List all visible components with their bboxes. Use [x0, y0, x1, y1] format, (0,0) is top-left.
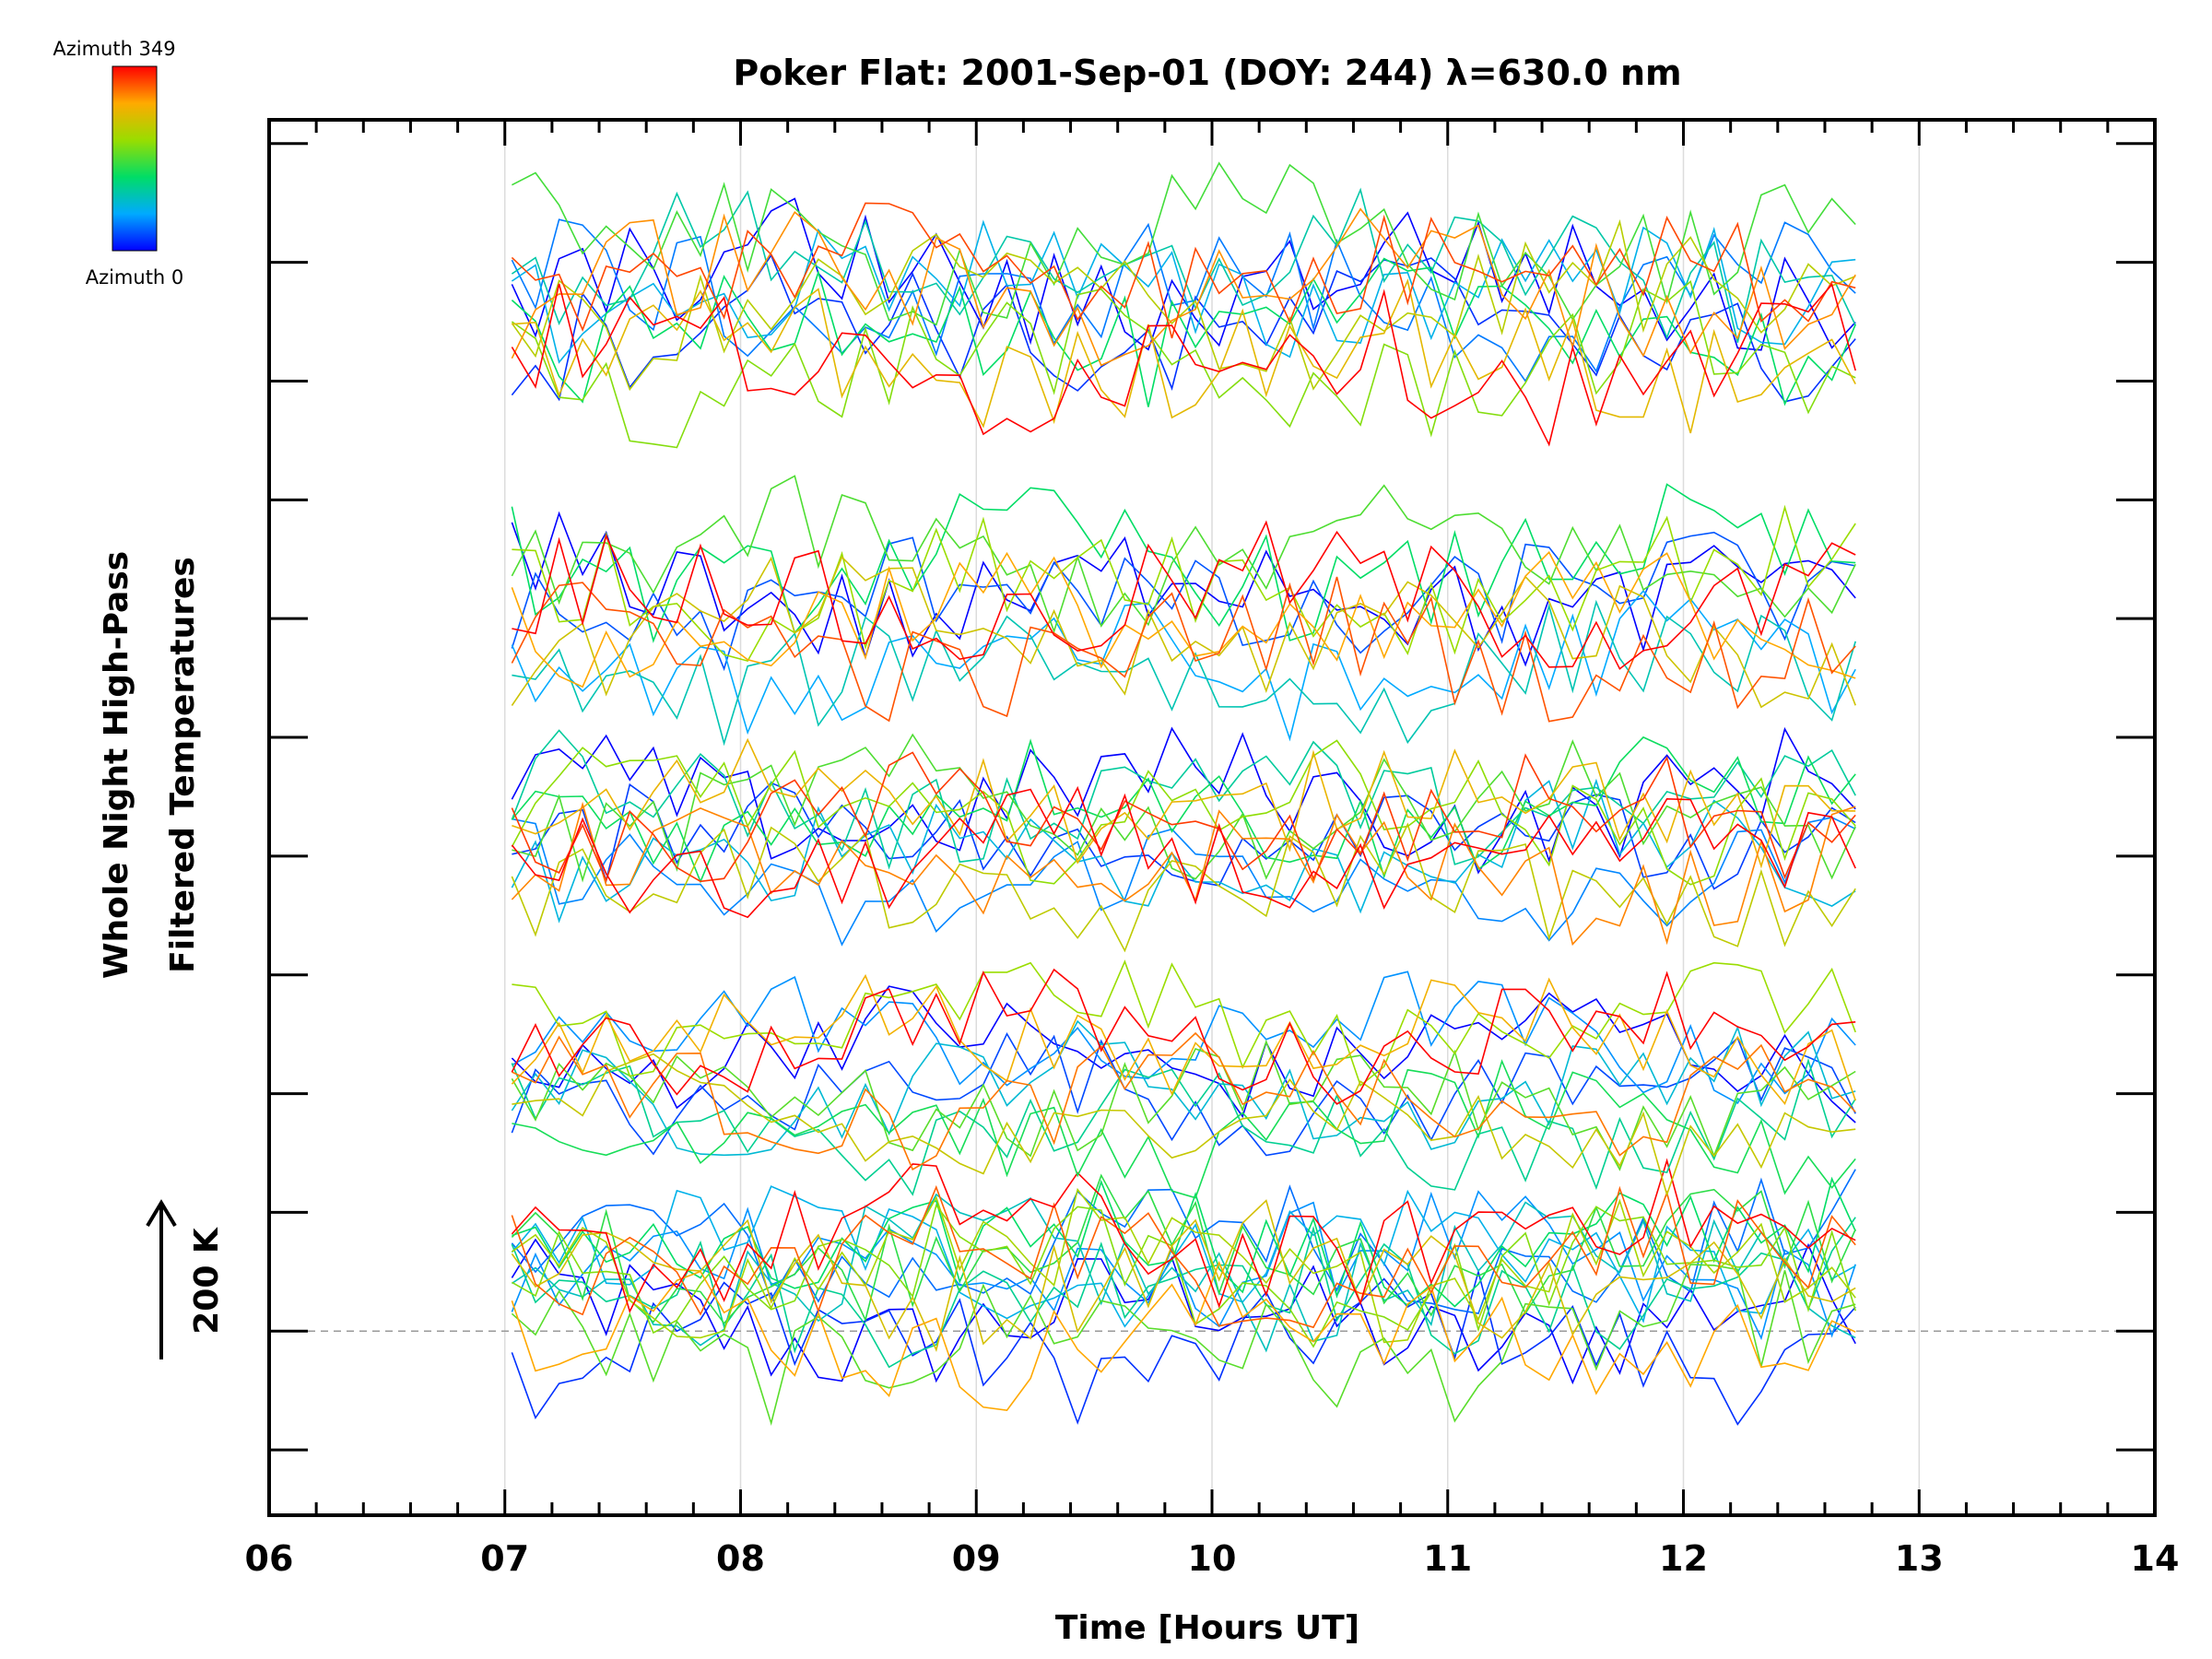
series-line-band0-az349 — [511, 1158, 1856, 1314]
series-line-band0-az280 — [511, 1260, 1856, 1412]
series-line-band0-az45 — [511, 1169, 1856, 1314]
x-tick-label: 11 — [1423, 1538, 1472, 1579]
series-line-band0-az0 — [511, 1238, 1856, 1385]
series-line-band2-az265 — [512, 737, 1856, 869]
series-line-band2-az205 — [511, 739, 1856, 886]
colorbar-gradient — [112, 65, 158, 252]
series-line-band4-az0 — [511, 197, 1856, 351]
x-tick-label: 07 — [480, 1538, 529, 1579]
series-line-band1-az270 — [511, 973, 1856, 1106]
series-line-band4-az290 — [511, 207, 1856, 367]
series-layer — [511, 161, 1856, 1427]
series-line-band4-az260 — [512, 278, 1856, 434]
series-line-band2-az349 — [511, 785, 1856, 919]
chart-title: Poker Flat: 2001-Sep-01 (DOY: 244) λ=630… — [733, 53, 1681, 93]
series-line-band2-az325 — [511, 751, 1856, 883]
series-line-band0-az310 — [511, 1184, 1856, 1329]
series-line-band3-az35 — [511, 531, 1856, 672]
series-line-band0-az80 — [511, 1185, 1856, 1328]
axis-ticks — [267, 120, 2157, 1515]
series-line-band3-az280 — [511, 550, 1856, 688]
series-line-band0-az250 — [511, 1199, 1856, 1353]
x-tick-labels: 06 07 08 09 10 11 12 13 14 — [245, 1538, 2180, 1579]
x-tick-label: 14 — [2131, 1538, 2180, 1579]
series-line-band4-az349 — [511, 283, 1856, 447]
series-line-band4-az320 — [511, 202, 1856, 339]
series-line-band3-az70 — [511, 589, 1856, 742]
x-axis-label: Time [Hours UT] — [1055, 1609, 1359, 1647]
series-line-band1-az120 — [511, 1057, 1856, 1196]
series-line-band3-az210 — [512, 504, 1856, 663]
series-line-band2-az85 — [511, 778, 1856, 924]
series-line-band2-az175 — [512, 733, 1856, 883]
series-line-band2-az145 — [511, 735, 1856, 884]
series-line-band2-az55 — [512, 817, 1856, 947]
x-tick-label: 10 — [1188, 1538, 1237, 1579]
series-line-band4-az200 — [511, 280, 1856, 449]
series-line-band3-az105 — [512, 599, 1856, 747]
x-tick-label: 09 — [952, 1538, 1001, 1579]
scale-arrow: 200 K — [146, 1199, 226, 1359]
series-line-band2-az235 — [511, 822, 1856, 953]
series-line-band2-az295 — [511, 801, 1856, 947]
colorbar-top-label: Azimuth 349 — [53, 38, 175, 60]
x-tick-label: 13 — [1895, 1538, 1944, 1579]
series-line-band4-az170 — [512, 161, 1856, 326]
series-line-band1-az210 — [512, 959, 1856, 1088]
x-tick-label: 06 — [245, 1538, 294, 1579]
series-line-band0-az180 — [511, 1264, 1856, 1427]
series-line-band3-az175 — [511, 475, 1856, 634]
scale-arrow-label: 200 K — [188, 1227, 226, 1335]
colorbar-bottom-label: Azimuth 0 — [86, 266, 184, 288]
series-line-band1-az90 — [511, 1019, 1856, 1157]
series-line-band0-az220 — [511, 1187, 1856, 1344]
y-axis-label-line1: Whole Night High-Pass — [98, 551, 135, 979]
series-line-band2-az115 — [511, 729, 1856, 870]
series-line-band1-az150 — [512, 1059, 1856, 1199]
series-line-band1-az349 — [511, 968, 1856, 1105]
series-line-band1-az30 — [511, 1031, 1856, 1157]
colorbar-legend: Azimuth 349 Azimuth 0 — [53, 38, 183, 288]
y-axis-label-line2: Filtered Temperatures — [164, 557, 202, 973]
series-line-band2-az0 — [511, 726, 1856, 875]
series-line-band1-az300 — [512, 1031, 1856, 1171]
series-line-band1-az240 — [512, 1053, 1856, 1197]
series-line-band0-az160 — [511, 1173, 1856, 1325]
x-tick-label: 12 — [1659, 1538, 1708, 1579]
series-line-band4-az230 — [511, 218, 1856, 392]
series-line-band3-az349 — [512, 520, 1856, 670]
arrow-head-icon — [146, 1199, 177, 1228]
series-line-band1-az0 — [511, 985, 1856, 1124]
x-tick-label: 08 — [716, 1538, 765, 1579]
series-line-band3-az140 — [511, 483, 1856, 643]
